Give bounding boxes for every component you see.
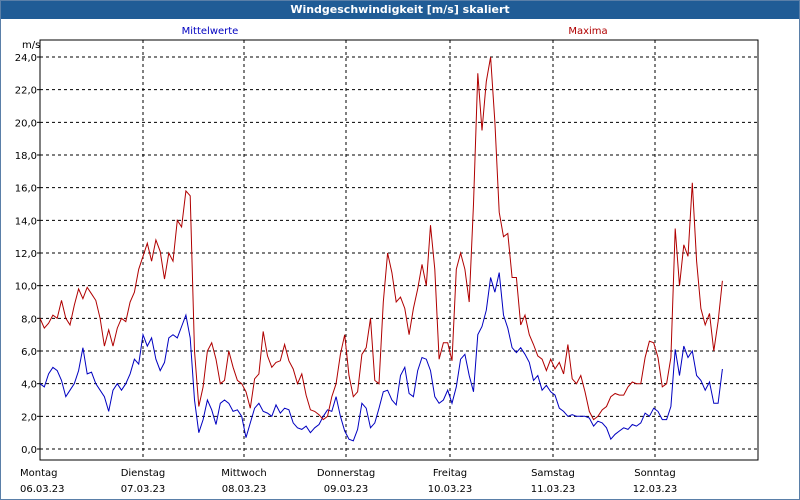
plot-frame — [39, 39, 759, 461]
y-tick-label: 14,0 — [15, 216, 37, 227]
x-tick-date: 07.03.23 — [121, 484, 166, 495]
x-tick-day: Sonntag — [634, 468, 676, 479]
series-lines — [39, 56, 723, 442]
series-line-maxima — [39, 56, 723, 421]
legend-maxima: Maxima — [568, 26, 607, 37]
x-tick-day: Samstag — [531, 468, 575, 479]
x-tick-day: Freitag — [433, 468, 467, 479]
y-axis-label: m/s — [22, 40, 40, 51]
y-tick-label: 2,0 — [21, 412, 37, 423]
y-axis-ticks: 0,0 2,0 4,0 6,0 8,0 10,0 12,0 14,0 16,0 18,0 20,0 2… — [15, 53, 40, 456]
x-tick-date: 08.03.23 — [222, 484, 267, 495]
y-tick-label: 22,0 — [15, 86, 37, 97]
y-tick-label: 18,0 — [15, 151, 37, 162]
x-tick-day: Dienstag — [121, 468, 166, 479]
y-tick-label: 24,0 — [15, 53, 37, 64]
x-tick-day: Donnerstag — [317, 468, 375, 479]
x-tick-date: 12.03.23 — [633, 484, 678, 495]
series-line-mittelwerte — [39, 272, 723, 442]
legend-mittelwerte: Mittelwerte — [182, 26, 239, 37]
y-tick-label: 20,0 — [15, 118, 37, 129]
x-tick-date: 09.03.23 — [324, 484, 369, 495]
y-tick-label: 10,0 — [15, 282, 37, 293]
x-axis-ticks: Montag 06.03.23 Dienstag 07.03.23 Mittwoch 08… — [20, 468, 677, 495]
x-tick-day: Montag — [20, 468, 57, 479]
y-tick-label: 16,0 — [15, 184, 37, 195]
x-tick-date: 10.03.23 — [428, 484, 473, 495]
x-tick-date: 06.03.23 — [20, 484, 65, 495]
y-tick-label: 12,0 — [15, 249, 37, 260]
y-tick-label: 6,0 — [21, 347, 37, 358]
y-tick-label: 0,0 — [21, 445, 37, 456]
y-tick-label: 4,0 — [21, 380, 37, 391]
grid — [40, 40, 758, 460]
x-tick-date: 11.03.23 — [531, 484, 576, 495]
x-tick-day: Mittwoch — [221, 468, 266, 479]
y-tick-label: 8,0 — [21, 314, 37, 325]
window-title: Windgeschwindigkeit [m/s] skaliert — [1, 1, 799, 19]
